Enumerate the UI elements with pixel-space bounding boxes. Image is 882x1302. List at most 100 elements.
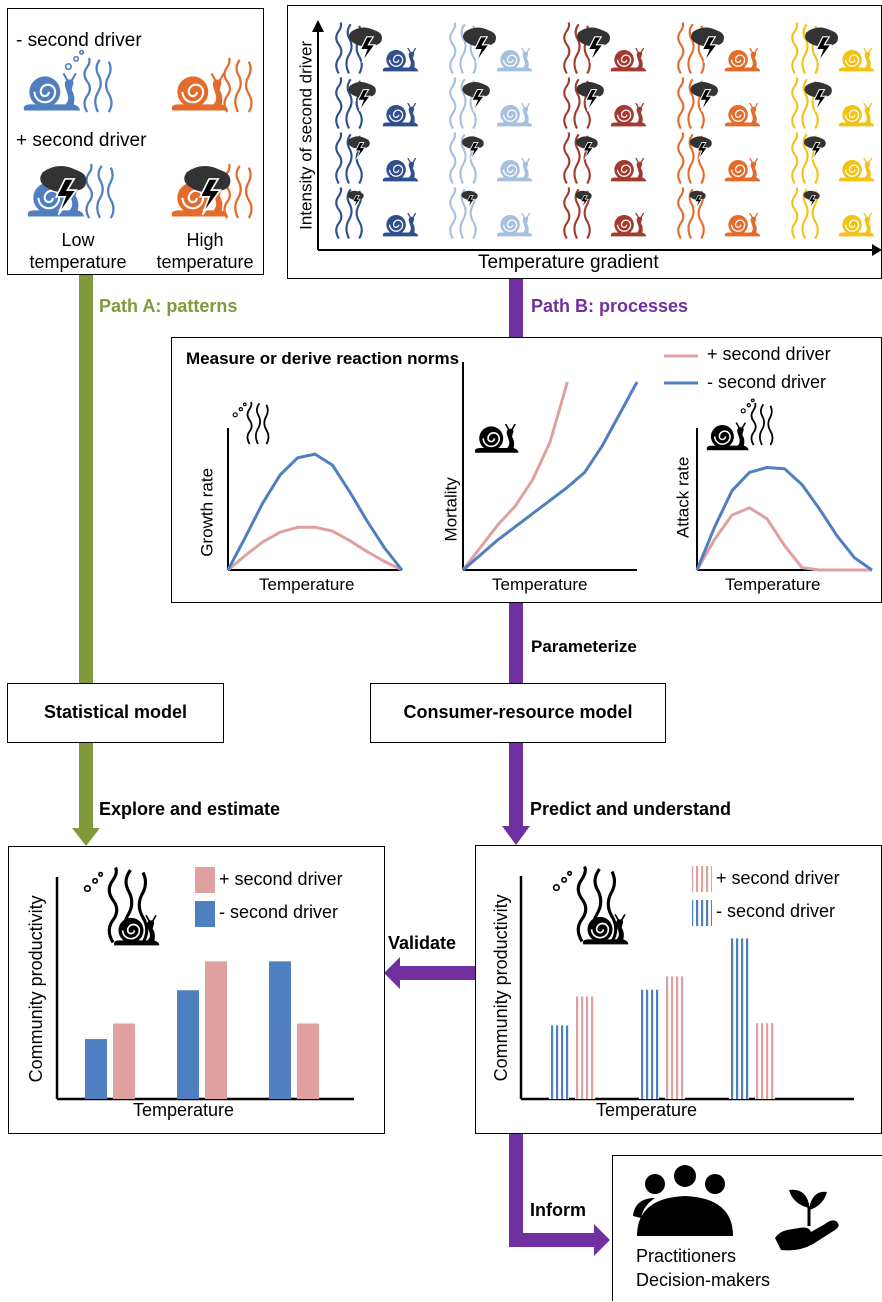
lightning-icon [576, 26, 611, 63]
predicted-bar-chart [519, 866, 854, 1101]
bar-minus-driver [549, 1025, 569, 1099]
attack-xlabel: Temperature [725, 575, 821, 594]
gradient-cell [563, 132, 647, 184]
gradient-cell [677, 187, 761, 239]
gradient-cell [449, 187, 533, 239]
validate-arrowhead [384, 957, 400, 989]
path-b-connector-3 [509, 743, 523, 829]
gradient-ylabel: Intensity of second driver [296, 40, 316, 230]
lightning-icon [689, 81, 719, 112]
consumer-resource-model-label: Consumer-resource model [403, 702, 633, 722]
snail-icon [724, 158, 761, 183]
observed-productivity-panel: Community productivity Temperature + sec… [8, 846, 385, 1134]
inform-connector-h [509, 1233, 597, 1247]
gradient-cell [449, 77, 533, 129]
reaction-norm-icons [232, 398, 774, 454]
snail-icon [22, 73, 81, 112]
reaction-norm-curve [695, 506, 872, 572]
reaction-norm-curve [695, 466, 873, 572]
lightning-icon [690, 26, 725, 63]
gradient-cell [677, 132, 761, 184]
statistical-model-label: Statistical model [43, 702, 188, 722]
reaction-norm-curve [461, 381, 569, 571]
reaction-norm-curve [227, 525, 403, 572]
path-b-connector-2 [509, 602, 523, 684]
gradient-cell [677, 22, 761, 74]
snail-icon [496, 48, 533, 73]
observed-community-icon [83, 865, 161, 947]
panel-temperature-comparison: - second driver + second driver Low temp… [7, 8, 264, 275]
bar-minus-driver [729, 938, 749, 1099]
snail-icon [610, 213, 647, 238]
gradient-cell [335, 187, 419, 239]
inform-connector-v [509, 1133, 523, 1247]
gradient-cell [563, 77, 647, 129]
snail-icon [170, 73, 229, 112]
path-b-label: Path B: processes [531, 296, 689, 316]
path-a-connector-bottom [79, 743, 93, 831]
reaction-norms-title: Measure or derive reaction norms [186, 349, 460, 368]
gradient-cell [791, 22, 875, 74]
reaction-norms-panel: Measure or derive reaction norms + secon… [171, 337, 882, 603]
path-b-connector-1 [509, 278, 523, 338]
predicted-community-icon [552, 864, 630, 946]
snail-icon [724, 48, 761, 73]
seaweed-icon [223, 56, 253, 114]
gradient-cell [335, 132, 419, 184]
gradient-cell [449, 22, 533, 74]
bar-plus-driver [665, 976, 685, 1099]
lightning-icon [803, 81, 833, 112]
bar-minus-driver [639, 989, 659, 1099]
explore-label: Explore and estimate [99, 799, 281, 819]
lightning-icon [348, 26, 383, 63]
bar-plus-driver [205, 961, 227, 1099]
gradient-cell [791, 187, 875, 239]
mortality-xlabel: Temperature [492, 575, 588, 594]
snail-icon [382, 213, 419, 238]
snail-icon [382, 103, 419, 128]
minus-driver-label: - second driver [16, 30, 142, 51]
path-a-label: Path A: patterns [99, 296, 238, 316]
observed-bar-chart [55, 867, 354, 1101]
snail-icon [610, 103, 647, 128]
snail-icon [496, 103, 533, 128]
predicted-ylabel: Community productivity [491, 894, 512, 1082]
gradient-xlabel: Temperature gradient [478, 252, 659, 273]
high-temperature-label: High temperature [156, 230, 254, 272]
inform-label: Inform [530, 1200, 586, 1220]
consumer-resource-model-box: Consumer-resource model [370, 683, 666, 743]
gradient-cell [563, 22, 647, 74]
bubbles-icon [83, 871, 104, 893]
gradient-cell [449, 132, 533, 184]
low-temp-snail-with-driver [26, 162, 115, 220]
legend-swatch-plus [195, 867, 215, 893]
gradient-cell [677, 77, 761, 129]
validate-connector [398, 966, 476, 980]
snail-icon [838, 213, 875, 238]
lightning-icon [575, 81, 605, 112]
legend-minus-driver: - second driver [707, 372, 827, 392]
bar-minus-driver [177, 990, 199, 1099]
gradient-cell [335, 77, 419, 129]
snail-icon [113, 915, 161, 947]
validate-label: Validate [388, 933, 457, 953]
observed-legend-minus: - second driver [219, 902, 339, 922]
snail-icon [610, 158, 647, 183]
bar-plus-driver [575, 996, 595, 1099]
high-temp-snail-with-driver [170, 162, 253, 220]
reaction-norm-curve [462, 381, 639, 572]
reaction-norm-curve [226, 452, 404, 571]
lightning-icon [462, 26, 497, 63]
snail-icon [610, 48, 647, 73]
snail-icon [705, 422, 750, 452]
snail-icon [724, 103, 761, 128]
plant-in-hand-icon [775, 1189, 839, 1251]
low-temperature-label: Low temperature [29, 230, 127, 272]
growth-xlabel: Temperature [259, 575, 355, 594]
panel-temperature-gradient: Intensity of second driver Temperature g… [287, 5, 882, 279]
predicted-xlabel: Temperature [596, 1100, 698, 1120]
stakeholders-panel: Practitioners Decision-makers [612, 1155, 882, 1301]
observed-xlabel: Temperature [133, 1100, 235, 1120]
inform-arrowhead [594, 1224, 610, 1256]
